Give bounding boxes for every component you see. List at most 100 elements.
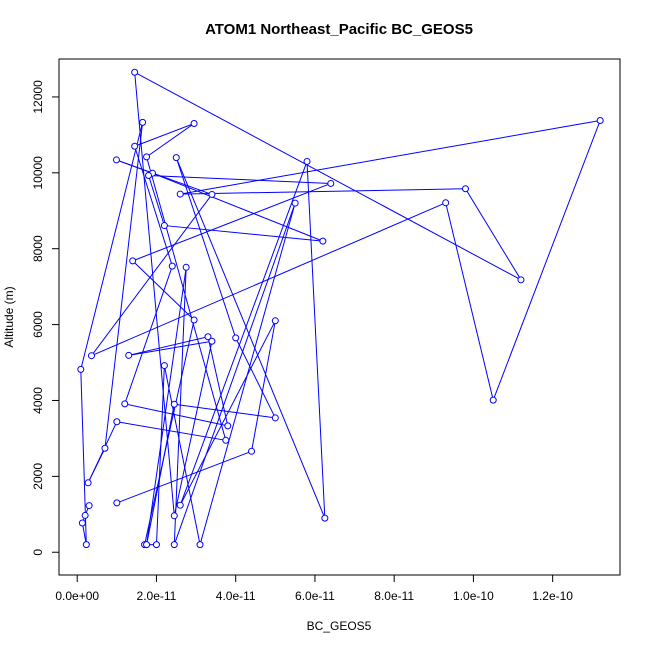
series-segment	[175, 157, 326, 519]
series-segment	[128, 340, 213, 356]
data-point	[112, 156, 120, 164]
series-segment	[124, 403, 228, 427]
data-point	[319, 237, 327, 245]
y-tick-label: 12000	[31, 80, 45, 114]
data-point	[170, 541, 178, 549]
data-point	[81, 511, 89, 519]
data-point	[152, 541, 160, 549]
data-point	[131, 68, 139, 76]
series-segment	[124, 265, 173, 405]
data-point	[160, 222, 168, 230]
series-segment	[116, 450, 252, 504]
series-segment	[132, 182, 331, 262]
data-point	[85, 502, 93, 510]
data-point	[168, 262, 176, 270]
data-point	[143, 153, 151, 161]
data-point	[517, 276, 525, 284]
series-segment	[104, 122, 144, 449]
data-point	[172, 154, 180, 162]
data-point	[271, 317, 279, 325]
series-segment	[163, 365, 201, 545]
series-segment	[116, 159, 153, 174]
data-point	[596, 116, 604, 124]
x-tick-label: 1.2e-10	[532, 589, 573, 603]
x-tick-label: 6.0e-11	[295, 589, 335, 603]
series-segment	[152, 172, 324, 242]
data-point	[232, 334, 240, 342]
x-axis-label: BC_GEOS5	[307, 619, 372, 633]
data-point	[84, 479, 92, 487]
data-point	[190, 316, 198, 324]
series-segment	[146, 267, 187, 545]
series-segment	[80, 122, 144, 370]
data-point	[121, 400, 129, 408]
data-point	[291, 199, 299, 207]
x-axis: 0.0e+00 2.0e-11 4.0e-11 6.0e-11 8.0e-11 1.0e-…	[55, 574, 573, 603]
y-axis: 0 2000 4000 6000 8000 10000 12000	[31, 80, 60, 556]
series-segment	[146, 123, 195, 158]
series-segment	[81, 522, 87, 545]
series-segment	[175, 157, 237, 339]
data-point	[321, 514, 329, 522]
series-segment	[235, 337, 276, 419]
data-point	[77, 365, 85, 373]
series-segment	[155, 365, 165, 545]
y-tick-label: 4000	[31, 387, 45, 414]
data-point	[204, 333, 212, 341]
x-tick-label: 2.0e-11	[137, 589, 177, 603]
data-point	[176, 501, 184, 509]
series-segment	[144, 319, 195, 545]
series-segment	[134, 146, 173, 267]
series-segment	[164, 225, 323, 242]
series-segment	[91, 194, 213, 356]
series-segment	[179, 320, 276, 506]
series-segment	[87, 421, 118, 484]
y-tick-label: 10000	[31, 156, 45, 190]
y-tick-label: 6000	[31, 311, 45, 338]
data-point	[87, 352, 95, 360]
y-tick-label: 2000	[31, 463, 45, 490]
data-point	[303, 157, 311, 165]
data-point	[489, 396, 497, 404]
series-layer	[77, 68, 604, 549]
series-segment	[251, 320, 276, 452]
y-tick-label: 8000	[31, 235, 45, 262]
data-point	[442, 199, 450, 207]
series-segment	[173, 267, 187, 545]
data-point	[182, 263, 190, 271]
y-axis-label: Altitude (m)	[2, 286, 16, 347]
data-point	[170, 512, 178, 520]
series-segment	[134, 123, 195, 147]
data-point	[196, 541, 204, 549]
data-point	[143, 541, 151, 549]
data-point	[101, 444, 109, 452]
data-point	[125, 351, 133, 359]
series-segment	[173, 203, 296, 545]
series-segment	[306, 161, 326, 519]
x-tick-label: 4.0e-11	[216, 589, 256, 603]
data-point	[208, 190, 216, 198]
plot-frame	[58, 58, 621, 576]
data-point	[170, 400, 178, 408]
series-segment	[146, 156, 227, 441]
series-segment	[180, 188, 466, 195]
data-point	[222, 436, 230, 444]
series-segment	[180, 119, 601, 195]
series-segment	[492, 120, 601, 401]
data-point	[176, 190, 184, 198]
series-segment	[445, 202, 494, 401]
data-point	[139, 118, 147, 126]
data-point	[208, 337, 216, 345]
x-tick-label: 1.0e-10	[453, 589, 494, 603]
data-point	[113, 418, 121, 426]
series-segment	[146, 404, 175, 545]
series-segment	[128, 336, 209, 356]
data-point	[224, 422, 232, 430]
series-segment	[148, 174, 331, 184]
data-point	[160, 362, 168, 370]
x-tick-label: 8.0e-11	[374, 589, 414, 603]
series-segment	[116, 421, 226, 441]
data-point	[78, 519, 86, 527]
data-point	[82, 541, 90, 549]
